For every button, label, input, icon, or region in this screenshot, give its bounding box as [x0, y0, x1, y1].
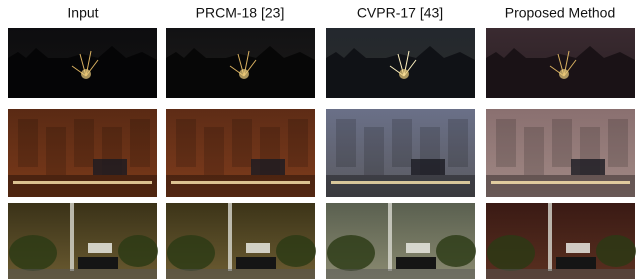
road: [486, 269, 635, 279]
image-cell: [166, 109, 315, 197]
road: [8, 269, 157, 279]
tree: [436, 235, 476, 267]
lights: [491, 181, 630, 184]
road: [326, 269, 475, 279]
road: [166, 175, 315, 197]
road: [166, 269, 315, 279]
image-cell: [326, 109, 475, 197]
figure: Input PRCM-18 [23] CVPR-17 [43] Proposed…: [0, 0, 636, 279]
building: [288, 119, 308, 167]
building: [524, 127, 544, 175]
building: [176, 119, 196, 167]
pole: [70, 203, 74, 271]
building: [336, 119, 356, 167]
building: [364, 127, 384, 175]
bus: [93, 159, 127, 175]
pole: [548, 203, 552, 271]
building: [46, 127, 66, 175]
image-cell: [8, 109, 157, 197]
glow: [239, 69, 249, 79]
bus: [571, 159, 605, 175]
lights: [13, 181, 152, 184]
image-cell: [486, 203, 636, 279]
column-header: PRCM-18 [23]: [196, 5, 285, 21]
building: [552, 119, 572, 167]
car: [236, 257, 276, 269]
car: [78, 257, 118, 269]
glow: [559, 69, 569, 79]
tree: [487, 235, 535, 271]
building: [18, 119, 38, 167]
column-header: Proposed Method: [505, 5, 616, 21]
sign: [406, 243, 430, 253]
building: [130, 119, 150, 167]
building: [392, 119, 412, 167]
tree: [596, 235, 636, 267]
image-cell: [166, 28, 315, 98]
building: [204, 127, 224, 175]
car: [556, 257, 596, 269]
tree: [276, 235, 316, 267]
column-header: CVPR-17 [43]: [357, 5, 443, 21]
road: [8, 175, 157, 197]
column-header: Input: [67, 5, 98, 21]
image-cell: [486, 28, 635, 98]
building: [448, 119, 468, 167]
image-cell: [326, 28, 475, 98]
tree: [327, 235, 375, 271]
sign: [246, 243, 270, 253]
tree: [9, 235, 57, 271]
page: Input PRCM-18 [23] CVPR-17 [43] Proposed…: [0, 0, 636, 279]
building: [232, 119, 252, 167]
image-cell: [486, 109, 635, 197]
sign: [88, 243, 112, 253]
pole: [228, 203, 232, 271]
image-cell: [8, 203, 158, 279]
tree: [118, 235, 158, 267]
image-cell: [326, 203, 476, 279]
image-cell: [166, 203, 316, 279]
lights: [171, 181, 310, 184]
car: [396, 257, 436, 269]
sign: [566, 243, 590, 253]
pole: [388, 203, 392, 271]
building: [608, 119, 628, 167]
glow: [81, 69, 91, 79]
tree: [167, 235, 215, 271]
road: [326, 175, 475, 197]
glow: [399, 69, 409, 79]
bus: [251, 159, 285, 175]
image-cell: [8, 28, 157, 98]
building: [496, 119, 516, 167]
road: [486, 175, 635, 197]
bus: [411, 159, 445, 175]
building: [74, 119, 94, 167]
lights: [331, 181, 470, 184]
